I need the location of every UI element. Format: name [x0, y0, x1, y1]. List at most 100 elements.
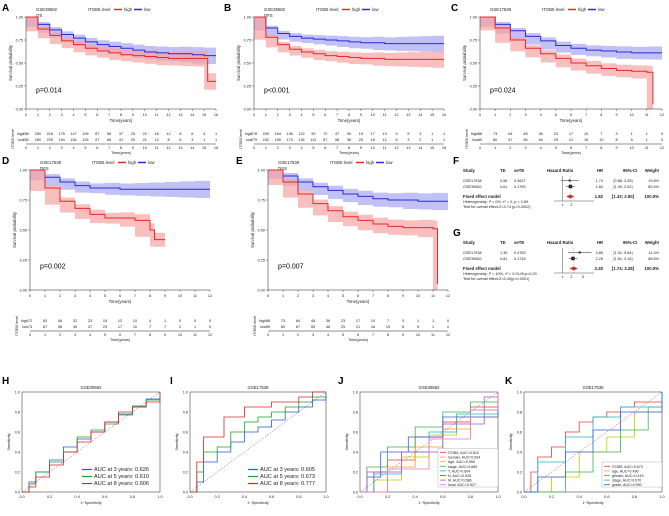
x-tick-label: 8 [149, 294, 151, 298]
hr-tick-label: 1 [562, 275, 564, 279]
risk-count-low: 89 [478, 138, 482, 142]
risk-x-tick-label: 0 [29, 333, 31, 337]
risk-count-low: 29 [131, 138, 135, 142]
risk-count-high: 73 [281, 319, 285, 323]
risk-count-low: 55 [523, 138, 527, 142]
risk-x-tick-label: 2 [59, 333, 61, 337]
risk-x-tick-label: 9 [402, 333, 404, 337]
risk-count-low: 10 [386, 325, 390, 329]
risk-count-high: 22 [143, 132, 147, 136]
risk-x-tick-label: 6 [570, 146, 572, 150]
risk-count-low: 8 [615, 138, 617, 142]
y-tick-label: 0.6 [15, 430, 20, 434]
hr-tick-label: 2 [570, 203, 572, 207]
risk-count-low: 260 [35, 138, 41, 142]
x-axis-title: Time(years) [110, 118, 133, 123]
legend-low-label: low [386, 160, 393, 165]
overall-effect-text: Test for overall effect:Z=5.40(p<0.0001) [463, 277, 530, 281]
x-axis-title: 1−Specificity [247, 501, 269, 505]
risk-x-tick-label: 2 [49, 146, 51, 150]
y-tick-label: 0.00 [470, 107, 477, 111]
risk-x-tick-label: 7 [585, 146, 587, 150]
p-value: p=0.024 [490, 87, 516, 94]
y-tick-label: 0.50 [16, 61, 23, 65]
risk-x-axis-title: Time(years) [111, 151, 132, 155]
x-axis-title: Time(years) [109, 299, 132, 304]
y-tick-label: 0.75 [258, 198, 265, 202]
x-tick-label: 4 [89, 294, 91, 298]
x-tick-label: 4 [540, 113, 542, 117]
risk-count-high: 1 [443, 132, 445, 136]
risk-table-title: ITGB5 level [465, 129, 469, 149]
risk-count-low: 16 [584, 138, 588, 142]
fixed-model-label: Fixed effect model [463, 266, 501, 271]
x-tick-label: 10 [630, 113, 634, 117]
risk-x-tick-label: 11 [431, 333, 435, 337]
risk-x-axis-title: Time(years) [561, 151, 582, 155]
risk-count-high: 0 [179, 319, 181, 323]
forest-header: TE [500, 168, 506, 173]
risk-count-high: 218 [47, 132, 53, 136]
risk-count-low: 125 [82, 138, 88, 142]
x-tick-label: 7 [585, 113, 587, 117]
risk-count-low: 21 [143, 138, 147, 142]
x-tick-label: 7 [372, 294, 374, 298]
y-tick-label: 0.6 [517, 430, 522, 434]
risk-count-low: 0 [209, 325, 211, 329]
risk-count-low: 6 [395, 138, 397, 142]
x-tick-label: 1 [37, 113, 39, 117]
risk-row-low-label: low [18, 138, 24, 142]
risk-x-tick-label: 10 [416, 333, 420, 337]
y-tick-label: 0.50 [244, 61, 251, 65]
risk-x-axis-title: Time(years) [110, 338, 131, 342]
p-value: p=0.002 [40, 263, 66, 270]
risk-count-low: 45 [73, 325, 77, 329]
x-tick-label: 5 [555, 113, 557, 117]
risk-count-high: 87 [95, 132, 99, 136]
overall-effect-text: Test for overall effect:Z=3.74 (p=0.0002… [463, 205, 531, 209]
x-tick-label: 10 [143, 113, 147, 117]
legend-entry: N, AUC=0.635 [448, 474, 471, 478]
x-tick-label: 6 [119, 294, 121, 298]
y-tick-label: 1.0 [517, 390, 522, 394]
risk-count-high: 63 [43, 319, 47, 323]
dataset-label: GSE39582 [264, 7, 286, 12]
panel-label-f: F [453, 156, 459, 167]
y-axis-title: Survival probability [12, 211, 17, 248]
risk-count-high: 7 [387, 319, 389, 323]
legend-low-label: low [372, 7, 379, 12]
risk-count-low: 58 [335, 138, 339, 142]
risk-row-low-label: low [260, 325, 266, 329]
x-axis-title: 1−Specificity [80, 501, 102, 505]
forest-header: HR [597, 240, 604, 245]
x-tick-label: 3 [524, 113, 526, 117]
y-axis-title: Sensitivity [7, 433, 11, 450]
risk-table-title: ITGB5 level [239, 129, 243, 149]
risk-count-high: 3 [203, 132, 205, 136]
legend-low-label: low [598, 7, 605, 12]
roc-curve [22, 392, 161, 493]
sete-value: 0.4783 [514, 251, 526, 255]
hr-value: 1.74 [596, 179, 603, 183]
legend-box [601, 461, 663, 488]
risk-count-low: 55 [311, 325, 315, 329]
forest-header: seTE [514, 240, 524, 245]
legend-entry: T, AUC=0.604 [448, 469, 470, 473]
y-tick-label: 0.4 [353, 450, 358, 454]
y-tick-label: 0.4 [15, 450, 20, 454]
sete-value: 0.1790 [514, 185, 526, 189]
risk-count-high: 1 [432, 319, 434, 323]
risk-count-low: 194 [58, 138, 64, 142]
risk-x-tick-label: 11 [193, 333, 197, 337]
x-tick-label: 10 [416, 294, 420, 298]
panel-label-g: G [453, 228, 461, 239]
risk-x-tick-label: 3 [61, 146, 63, 150]
hr-value: 2.26 [596, 257, 603, 261]
curve-low [268, 169, 448, 202]
x-tick-label: 0.2 [215, 495, 220, 499]
risk-x-tick-label: 6 [119, 333, 121, 337]
y-tick-label: 0.50 [20, 228, 27, 232]
risk-count-high: 175 [58, 132, 64, 136]
risk-count-low: 3 [407, 138, 409, 142]
weight-value: 19.6% [648, 179, 659, 183]
